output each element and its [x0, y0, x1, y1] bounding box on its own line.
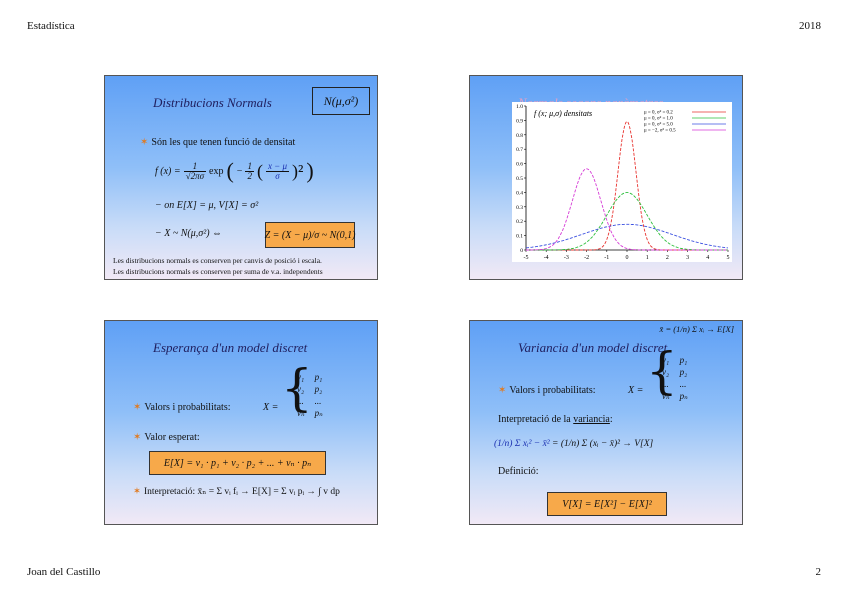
- legend-label: μ = 0, σ² = 5.0: [644, 122, 673, 128]
- x-equals: X =: [628, 385, 644, 396]
- normal-notation-badge: N(μ,σ²): [312, 87, 370, 115]
- series-line: [526, 168, 728, 251]
- plot-label: f (x; μ,σ) densitats: [534, 109, 592, 118]
- bullet-density: ✶ Són les que tenen funció de densitat: [140, 137, 296, 148]
- x-tick-label: 1: [646, 255, 649, 261]
- bullet-values-probabilities: ✶ Valors i probabilitats:: [498, 385, 596, 396]
- standardization-lhs: − X ~ N(μ,σ²) ⇔: [155, 228, 223, 239]
- y-tick-label: 0.7: [516, 147, 523, 153]
- slide-title: Variancia d'un model discret: [518, 340, 668, 355]
- page-number: 2: [815, 566, 822, 578]
- page-footer-left: Joan del Castillo: [27, 566, 101, 578]
- y-tick-label: 0.9: [516, 118, 523, 124]
- series-line: [525, 223, 729, 249]
- x-tick-label: 5: [727, 255, 730, 261]
- y-tick-label: 0.3: [516, 205, 523, 211]
- y-tick-label: 0.5: [516, 176, 523, 182]
- density-chart: -5 -4 -3 -2 -1 0 1 2 3 4 5 0 0.1 0.2 0.3 0.4 0.5 0.6 0.7 0.…: [516, 104, 730, 261]
- bullet-star-icon: ✶: [140, 137, 149, 148]
- value-probability-table: v₁ p₁ v₂ p₂ ...... vₙ pₙ: [662, 355, 688, 401]
- x-tick-label: -1: [604, 255, 609, 261]
- slide-discrete-expectation: Esperança d'un model discret ✶ Valors i p…: [104, 320, 378, 525]
- x-tick-label: 3: [686, 255, 689, 261]
- legend-label: μ = 0, σ² = 0.2: [644, 110, 673, 116]
- standardization-box: Z = (X − μ)/σ ~ N(0,1): [265, 222, 355, 248]
- density-plot-area: -5 -4 -3 -2 -1 0 1 2 3 4 5 0 0.1 0.2 0.3 0.4 0.5 0.6 0.7 0.…: [512, 102, 732, 262]
- x-tick-label: -3: [564, 255, 569, 261]
- x-tick-label: -2: [584, 255, 589, 261]
- value-probability-table: v₁ p₁ v₂ p₂ ...... vₙ pₙ: [297, 372, 323, 418]
- bullet-interpretation: ✶ Interpretació: x̄ₙ = Σ vᵢ fᵢ → E[X] = Σ…: [133, 487, 340, 497]
- x-tick-label: 2: [666, 255, 669, 261]
- bullet-star-icon: ✶: [133, 432, 142, 443]
- variance-interpretation-label: Interpretació de la variancia:: [498, 414, 613, 425]
- slide-title: Esperança d'un model discret: [153, 340, 308, 355]
- bullet-values-probabilities: ✶ Valors i probabilitats:: [133, 402, 231, 413]
- legend-label: μ = 0, σ² = 1.0: [644, 116, 673, 122]
- definition-label: Definició:: [498, 466, 539, 477]
- left-brace: {: [646, 342, 678, 400]
- y-tick-label: 0.1: [516, 234, 523, 240]
- variance-link: variancia: [573, 414, 610, 425]
- note-location-scale: Les distribucions normals es conserven p…: [113, 256, 322, 265]
- page-header-right: 2018: [799, 20, 821, 32]
- page-header-left: Estadística: [27, 20, 75, 32]
- bullet-star-icon: ✶: [133, 402, 142, 413]
- y-tick-label: 0: [520, 248, 523, 254]
- y-tick-label: 1.0: [516, 104, 523, 110]
- legend-label: μ = −2, σ² = 0.5: [644, 128, 676, 134]
- slide-title: Distribucions Normals: [153, 95, 272, 110]
- bullet-expected-value: ✶ Valor esperat:: [133, 432, 200, 443]
- variance-sample-formula: (1/n) Σ xᵢ² − x̄² = (1/n) Σ (xᵢ − x̄)² →…: [494, 439, 654, 449]
- moments-formula: − on E[X] = μ, V[X] = σ²: [155, 200, 259, 211]
- bullet-star-icon: ✶: [133, 487, 141, 497]
- y-tick-label: 0.2: [516, 219, 523, 225]
- variance-definition-box: V[X] = E[X²] − E[X]²: [547, 492, 667, 516]
- series-line: [526, 120, 728, 251]
- x-tick-label: -5: [524, 255, 529, 261]
- y-tick-label: 0.6: [516, 162, 523, 168]
- y-tick-label: 0.4: [516, 190, 523, 196]
- note-sum-independent: Les distribucions normals es conserven p…: [113, 267, 323, 276]
- slide-discrete-variance: x̄ = (1/n) Σ xᵢ → E[X] Variancia d'un mo…: [469, 320, 743, 525]
- bullet-star-icon: ✶: [498, 385, 507, 396]
- slide-normal-distributions: Distribucions Normals N(μ,σ²) ✶ Són les q…: [104, 75, 378, 280]
- x-equals: X =: [263, 402, 279, 413]
- left-brace: {: [281, 359, 313, 417]
- expectation-formula-box: E[X] = v₁ · p₁ + v₂ · p₂ + ... + vₙ · pₙ: [149, 451, 326, 475]
- x-tick-label: 4: [706, 255, 709, 261]
- x-tick-label: 0: [626, 255, 629, 261]
- y-tick-label: 0.8: [516, 133, 523, 139]
- sample-mean-formula: x̄ = (1/n) Σ xᵢ → E[X]: [659, 324, 734, 334]
- slide-normals-by-parameters: Normals segons paràmetres -5-4-3-2-10123…: [469, 75, 743, 280]
- x-tick-label: -4: [544, 255, 549, 261]
